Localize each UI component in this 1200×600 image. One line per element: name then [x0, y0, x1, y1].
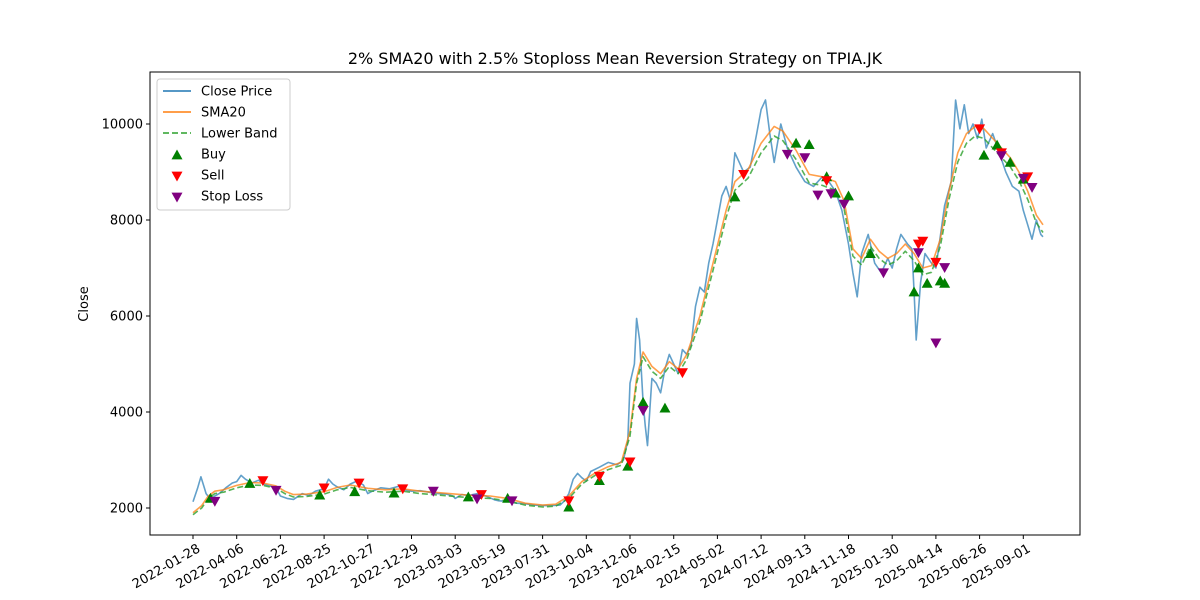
legend-label: Stop Loss — [201, 190, 263, 205]
buy-marker — [388, 487, 400, 498]
buy-marker — [244, 478, 256, 488]
sell-marker — [821, 176, 833, 187]
legend-label: Close Price — [201, 85, 272, 100]
legend: Close Price SMA20 Lower Band Buy Sell Stop Lo… — [156, 78, 291, 211]
sell-marker — [318, 483, 330, 494]
y-axis: 2000 4000 6000 8000 10000 — [102, 118, 150, 517]
sell-marker — [563, 496, 575, 507]
stop-loss-marker — [825, 189, 837, 200]
buy-marker — [349, 486, 361, 497]
legend-label: SMA20 — [201, 106, 246, 121]
stop-loss-marker — [471, 494, 483, 505]
buy-marker — [637, 396, 649, 407]
buy-marker — [864, 248, 876, 258]
sell-marker — [624, 457, 636, 468]
buy-marker — [1004, 156, 1016, 167]
legend-swatch — [171, 192, 183, 203]
buy-marker — [622, 460, 634, 471]
legend-label: Buy — [201, 148, 226, 163]
legend-label: Lower Band — [201, 127, 277, 142]
stop-loss-marker — [912, 248, 924, 259]
plot-area — [149, 71, 1081, 536]
buy-marker — [939, 277, 951, 288]
buy-marker — [843, 190, 854, 201]
sell-marker — [917, 236, 929, 247]
legend-swatch — [171, 171, 183, 182]
buy-marker — [908, 286, 920, 297]
sell-marker — [676, 368, 688, 379]
trade-markers — [204, 124, 1038, 512]
y-tick-label: 10000 — [102, 118, 143, 133]
stop-loss-marker — [209, 496, 221, 507]
stop-loss-marker — [270, 485, 282, 496]
stop-loss-marker — [838, 199, 850, 210]
buy-marker — [563, 501, 575, 512]
y-tick-label: 4000 — [110, 406, 143, 421]
y-tick-label: 2000 — [110, 502, 143, 517]
stop-loss-marker — [812, 190, 824, 201]
y-tick-label: 6000 — [110, 310, 143, 325]
close-price-line — [192, 99, 1044, 507]
stop-loss-marker — [781, 149, 793, 160]
buy-marker — [462, 491, 474, 502]
stop-loss-marker — [930, 338, 942, 349]
stop-loss-marker — [637, 406, 649, 417]
buy-marker — [659, 402, 671, 413]
sell-marker — [593, 471, 605, 482]
stop-loss-marker — [877, 268, 889, 279]
sell-marker — [353, 478, 365, 489]
buy-marker — [991, 139, 1003, 150]
buy-marker — [921, 277, 933, 288]
buy-marker — [803, 139, 815, 150]
legend-label: Sell — [201, 169, 224, 184]
buy-marker — [978, 149, 990, 160]
stop-loss-marker — [1026, 182, 1038, 193]
buy-marker — [912, 262, 924, 273]
sma20-line — [192, 125, 1044, 514]
sell-marker — [974, 124, 986, 135]
buy-marker — [314, 489, 326, 500]
sell-marker — [257, 476, 269, 487]
stop-loss-marker — [939, 263, 951, 274]
axes-frame — [149, 71, 1081, 536]
sell-marker — [397, 484, 409, 495]
stop-loss-marker — [506, 496, 518, 507]
y-axis-label: Close — [77, 286, 92, 321]
sell-marker — [930, 257, 942, 268]
buy-marker — [790, 137, 802, 148]
legend-swatch — [171, 149, 183, 160]
stop-loss-marker — [1017, 173, 1029, 184]
buy-marker — [729, 191, 741, 202]
stop-loss-marker — [427, 486, 439, 497]
y-tick-label: 8000 — [110, 214, 143, 229]
stop-loss-marker — [995, 151, 1007, 162]
chart-title: 2% SMA20 with 2.5% Stoploss Mean Reversi… — [348, 49, 883, 68]
stop-loss-marker — [799, 153, 811, 164]
sell-marker — [738, 170, 750, 180]
